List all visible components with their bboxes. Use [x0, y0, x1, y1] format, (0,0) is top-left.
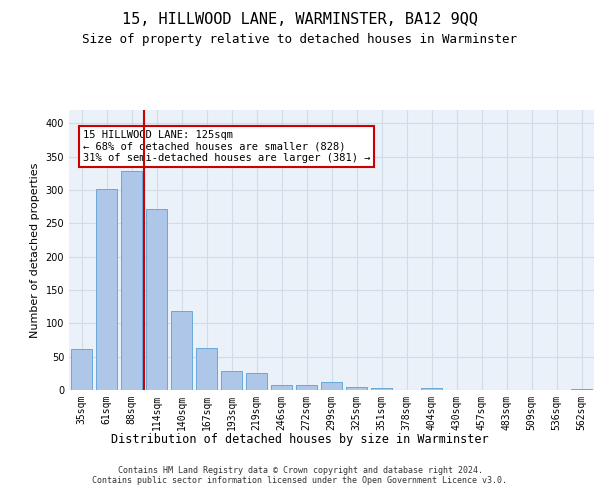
Bar	[221, 372, 242, 390]
Text: 15 HILLWOOD LANE: 125sqm
← 68% of detached houses are smaller (828)
31% of semi-: 15 HILLWOOD LANE: 125sqm ← 68% of detach…	[83, 130, 370, 163]
Bar	[421, 388, 442, 390]
Bar	[296, 384, 317, 390]
Text: 15, HILLWOOD LANE, WARMINSTER, BA12 9QQ: 15, HILLWOOD LANE, WARMINSTER, BA12 9QQ	[122, 12, 478, 28]
Bar	[71, 348, 92, 390]
Bar	[246, 372, 267, 390]
Bar	[121, 170, 142, 390]
Bar	[346, 388, 367, 390]
Bar	[321, 382, 342, 390]
Text: Distribution of detached houses by size in Warminster: Distribution of detached houses by size …	[111, 432, 489, 446]
Text: Contains HM Land Registry data © Crown copyright and database right 2024.
Contai: Contains HM Land Registry data © Crown c…	[92, 466, 508, 485]
Y-axis label: Number of detached properties: Number of detached properties	[30, 162, 40, 338]
Bar	[171, 312, 192, 390]
Bar	[271, 384, 292, 390]
Text: Size of property relative to detached houses in Warminster: Size of property relative to detached ho…	[83, 32, 517, 46]
Bar	[96, 190, 117, 390]
Bar	[146, 210, 167, 390]
Bar	[196, 348, 217, 390]
Bar	[371, 388, 392, 390]
